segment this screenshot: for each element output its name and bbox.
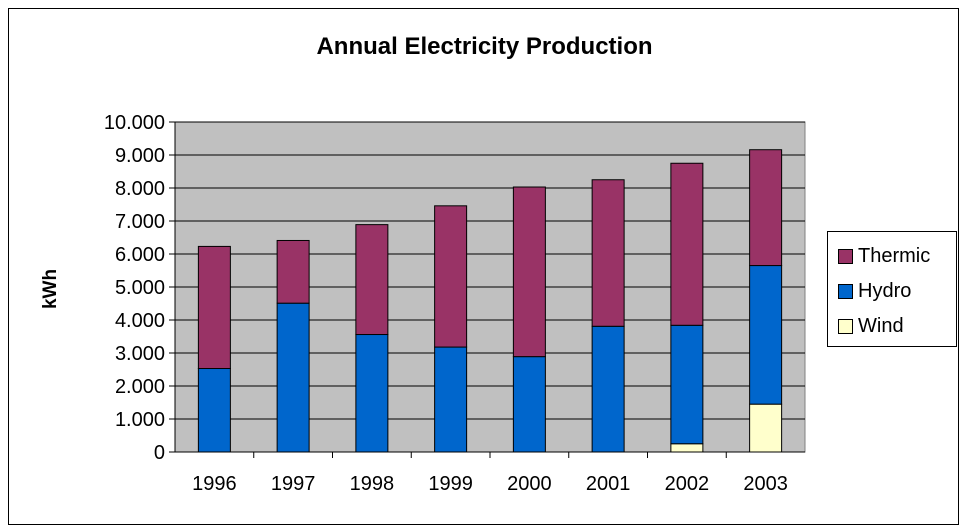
chart-title: Annual Electricity Production	[316, 33, 653, 60]
x-tick-label: 2001	[586, 473, 631, 495]
bar-hydro-1999	[434, 346, 468, 453]
bar-hydro-2001	[591, 325, 625, 453]
legend-item-thermic: Thermic	[838, 244, 930, 268]
bar-wind-2002	[670, 443, 704, 453]
x-tick-label: 1998	[350, 473, 395, 495]
legend-item-hydro: Hydro	[838, 279, 911, 303]
bar-wind-2003	[749, 403, 783, 453]
bar-hydro-1998	[355, 334, 389, 453]
bar-hydro-2003	[749, 265, 783, 405]
bar-thermic-2000	[512, 186, 546, 358]
y-tick-label: 5.000	[115, 277, 165, 299]
y-tick-label: 8.000	[115, 178, 165, 200]
x-tick-label: 1996	[192, 473, 237, 495]
plot-svg: 0 1.000 2.000 3.000 4.000 5.000 6.000 7.000 8.00…	[104, 112, 806, 495]
bar-hydro-1997	[276, 302, 310, 453]
chart-area: Annual Electricity Production kWh 0 1.000…	[8, 8, 959, 525]
legend-label-thermic: Thermic	[858, 244, 931, 267]
x-tick-label: 2003	[743, 473, 788, 495]
y-axis-label: kWh	[40, 268, 61, 310]
bar-thermic-2001	[591, 179, 625, 327]
bar-hydro-2000	[512, 356, 546, 453]
legend-swatch-thermic	[838, 248, 853, 264]
x-tick-label: 2000	[507, 473, 552, 495]
bar-thermic-1998	[355, 224, 389, 336]
bar-thermic-1999	[434, 205, 468, 348]
x-tick-label: 2002	[665, 473, 710, 495]
y-tick-label: 3.000	[115, 343, 165, 365]
y-tick-label: 0	[154, 442, 165, 464]
x-tick-label: 1997	[271, 473, 316, 495]
y-tick-label: 9.000	[115, 145, 165, 167]
legend-swatch-wind	[838, 318, 853, 334]
y-tick-label: 1.000	[115, 409, 165, 431]
bar-thermic-2002	[670, 162, 704, 326]
legend-label-hydro: Hydro	[858, 279, 912, 302]
bar-thermic-1997	[276, 239, 310, 304]
y-tick-label: 7.000	[115, 211, 165, 233]
bar-hydro-2002	[670, 324, 704, 445]
legend: Thermic Hydro Wind	[827, 231, 957, 347]
y-tick-label: 6.000	[115, 244, 165, 266]
legend-swatch-hydro	[838, 283, 853, 299]
y-tick-label: 10.000	[104, 112, 165, 134]
legend-item-wind: Wind	[838, 314, 904, 338]
y-tick-label: 2.000	[115, 376, 165, 398]
bar-thermic-1996	[197, 245, 231, 370]
bar-hydro-1996	[197, 368, 231, 453]
legend-label-wind: Wind	[858, 314, 904, 337]
y-tick-label: 4.000	[115, 310, 165, 332]
x-tick-label: 1999	[428, 473, 473, 495]
bar-thermic-2003	[749, 149, 783, 267]
